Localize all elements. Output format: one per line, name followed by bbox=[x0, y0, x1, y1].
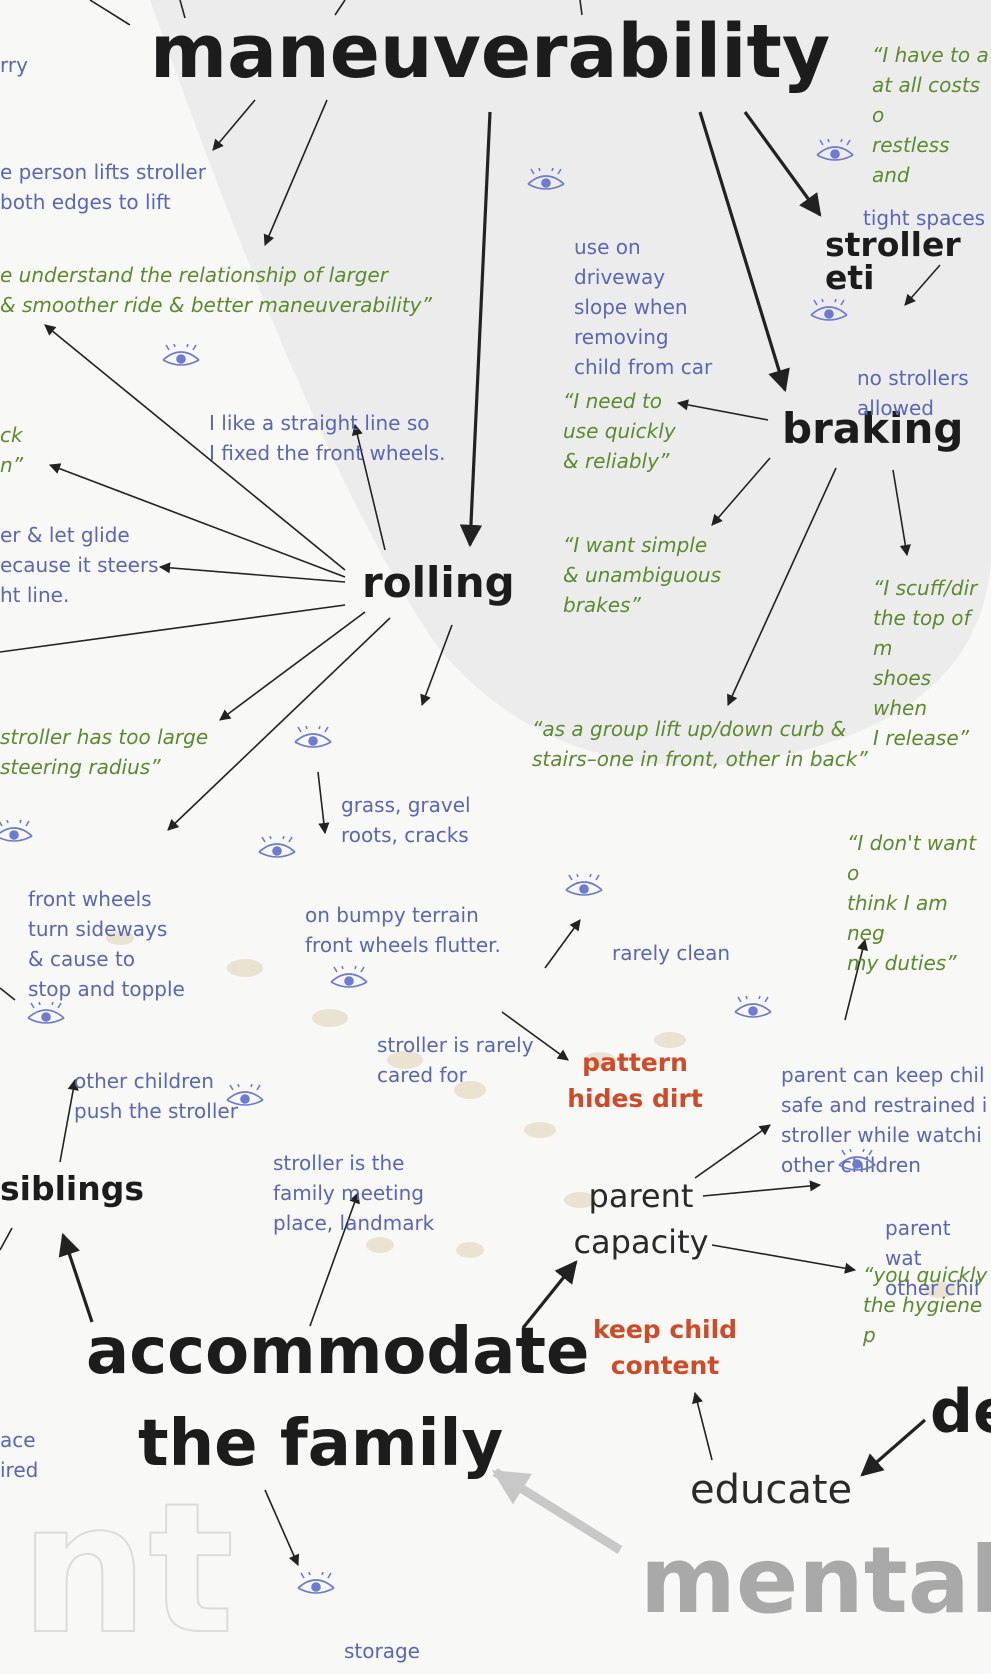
hub-braking: braking bbox=[782, 404, 964, 453]
observation-straight-line: I like a straight line so I fixed the fr… bbox=[162, 344, 446, 468]
eye-icon bbox=[294, 726, 332, 748]
observation-keep-child-safe: parent can keep chil safe and restrained… bbox=[734, 996, 988, 1180]
observation-left-edge-bottom: ace ired bbox=[0, 1425, 38, 1485]
observation-no-strollers: no strollers allowed bbox=[810, 299, 969, 423]
observation-text: no strollers allowed bbox=[857, 366, 969, 420]
observation-text: use on driveway slope when removing chil… bbox=[574, 235, 713, 379]
eye-icon bbox=[838, 1149, 876, 1171]
eye-icon bbox=[330, 966, 368, 988]
observation-text: ace ired bbox=[0, 1428, 39, 1482]
ghost-word-nt: nt bbox=[19, 1465, 235, 1674]
eye-icon bbox=[810, 299, 848, 321]
label-keep-child-content: keep child content bbox=[592, 1315, 738, 1380]
label-pattern-hides-dirt: pattern hides dirt bbox=[567, 1048, 703, 1113]
observation-meeting-place: stroller is the family meeting place, la… bbox=[226, 1084, 435, 1238]
observation-text: rry bbox=[0, 53, 28, 77]
hub-de: de bbox=[930, 1377, 991, 1447]
eye-icon bbox=[734, 996, 772, 1018]
observation-text: on bumpy terrain front wheels flutter. bbox=[305, 903, 501, 957]
observation-parent-watch: parent wat other chil bbox=[838, 1149, 991, 1303]
observation-front-wheels: front wheels turn sideways & cause to st… bbox=[0, 820, 185, 1004]
observation-text: grass, gravel roots, cracks bbox=[341, 793, 471, 847]
observation-text: e person lifts stroller both edges to li… bbox=[0, 160, 206, 214]
observation-bumpy: on bumpy terrain front wheels flutter. bbox=[258, 836, 501, 960]
hub-stroller-etiquette: stroller eti bbox=[825, 225, 961, 297]
quote-large-radius: stroller has too large steering radius” bbox=[0, 725, 209, 779]
observation-text: parent wat other chil bbox=[885, 1216, 980, 1300]
hub-rolling: rolling bbox=[362, 558, 515, 607]
observation-grass: grass, gravel roots, cracks bbox=[294, 726, 471, 850]
quote-dont-want: “I don't want o think I am neg my duties… bbox=[847, 831, 977, 975]
ghost-arrow bbox=[491, 1468, 623, 1554]
observation-text: storage bbox=[344, 1639, 420, 1663]
hub-maneuverability: maneuverability bbox=[150, 9, 831, 95]
observation-text: er & let glide ecause it steers ht line. bbox=[0, 523, 159, 607]
observation-text: I like a straight line so I fixed the fr… bbox=[209, 411, 446, 465]
observation-text: stroller is rarely cared for bbox=[377, 1033, 534, 1087]
observation-rarely-clean: rarely clean bbox=[565, 874, 731, 968]
eye-icon bbox=[27, 1002, 65, 1024]
background-circle bbox=[150, 0, 991, 766]
eye-icon bbox=[565, 874, 603, 896]
observation-text: front wheels turn sideways & cause to st… bbox=[28, 887, 185, 1001]
eye-icon bbox=[162, 344, 200, 366]
observation-text: stroller is the family meeting place, la… bbox=[273, 1151, 435, 1235]
quote-have-to: “I have to a at all costs o restless and bbox=[872, 43, 989, 187]
observation-other-children: other children push the stroller bbox=[27, 1002, 238, 1126]
ghost-word-mental: mental bbox=[640, 1527, 991, 1634]
hub-educate: educate bbox=[690, 1467, 853, 1513]
observation-left-edge-top: rry bbox=[0, 50, 28, 80]
observation-text: tight spaces bbox=[863, 206, 986, 230]
observation-storage: storage bbox=[297, 1572, 420, 1666]
quote-need-to-use: “I need to use quickly & reliably” bbox=[563, 389, 676, 473]
observation-text: parent can keep chil safe and restrained… bbox=[781, 1063, 988, 1177]
hub-parent-capacity: parent capacity bbox=[573, 1177, 709, 1261]
observation-text: other children push the stroller bbox=[74, 1069, 238, 1123]
observation-tight-spaces: tight spaces bbox=[816, 139, 986, 233]
quote-left-edge: ck n” bbox=[0, 423, 24, 477]
eye-icon bbox=[297, 1572, 335, 1594]
background-diagram bbox=[0, 0, 991, 1567]
quote-group-lift: “as a group lift up/down curb & stairs–o… bbox=[532, 717, 868, 771]
connector-arrows bbox=[0, 0, 941, 1567]
quote-larger-wheels: e understand the relationship of larger … bbox=[0, 263, 432, 317]
hub-accommodate: accommodate bbox=[86, 1315, 590, 1389]
observation-text: rarely clean bbox=[612, 941, 731, 965]
observation-lifts-stroller: e person lifts stroller both edges to li… bbox=[0, 157, 206, 217]
eye-icon bbox=[226, 1084, 264, 1106]
quote-scuff: “I scuff/dir the top of m shoes when I r… bbox=[873, 576, 978, 750]
observation-rarely-cared: stroller is rarely cared for bbox=[330, 966, 534, 1090]
eye-icon bbox=[258, 836, 296, 858]
quote-hygiene: “you quickly the hygiene p bbox=[863, 1263, 988, 1347]
eye-icon bbox=[0, 820, 33, 842]
eye-icon bbox=[527, 168, 565, 190]
observation-driveway: use on driveway slope when removing chil… bbox=[527, 168, 713, 382]
hub-the-family: the family bbox=[138, 1407, 504, 1481]
quote-simple-brakes: “I want simple & unambiguous brakes” bbox=[563, 533, 721, 617]
eye-icon bbox=[816, 139, 854, 161]
hub-siblings: siblings bbox=[0, 1169, 144, 1208]
dashed-path bbox=[106, 931, 956, 1298]
observation-glide: er & let glide ecause it steers ht line. bbox=[0, 520, 159, 610]
